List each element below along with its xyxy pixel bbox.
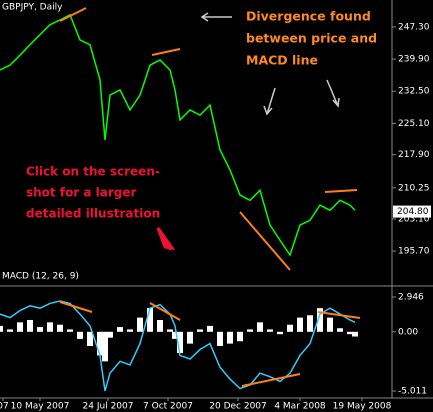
- histogram-bar: [172, 331, 178, 339]
- histogram-bar: [297, 317, 303, 332]
- histogram-bar: [257, 322, 263, 332]
- y-tick-label: 232.50: [398, 87, 430, 97]
- y-tick-label: 195.70: [398, 247, 430, 257]
- y-tick-label: -5.011: [398, 387, 427, 397]
- histogram-bar: [157, 319, 163, 332]
- y-tick-label: 217.90: [398, 150, 430, 160]
- histogram-bar: [97, 331, 103, 356]
- annotation: Click on the screen-: [26, 165, 160, 179]
- histogram-bar: [87, 331, 93, 346]
- histogram-bar: [227, 331, 233, 344]
- histogram-bar: [307, 315, 313, 332]
- x-tick-label: 20 Dec 2007: [209, 402, 267, 412]
- arrows: [200, 12, 340, 116]
- annotation: shot for a larger: [26, 186, 137, 200]
- cursor-icon: [156, 227, 176, 251]
- histogram-bar: [117, 327, 123, 332]
- annotation: Divergence found: [246, 9, 371, 24]
- chart-title: GBPJPY, Daily: [2, 3, 63, 13]
- histogram-bar: [347, 331, 353, 335]
- divergence-lines: [59, 7, 361, 387]
- y-tick-label: 210.25: [398, 183, 430, 193]
- histogram-bar: [287, 324, 293, 332]
- annotation: between price and: [246, 31, 377, 46]
- histogram-bar: [247, 329, 253, 332]
- histogram-bar: [277, 331, 283, 335]
- x-tick-label: 10 May 2007: [11, 402, 70, 412]
- histogram-bar: [17, 322, 23, 332]
- last-price-box: [393, 205, 431, 218]
- histogram-bar: [77, 331, 83, 339]
- histogram-bar: [177, 331, 183, 354]
- histogram-bar: [107, 331, 113, 338]
- histogram-bar: [167, 329, 173, 332]
- histogram-bar: [67, 329, 73, 332]
- x-tick-label: 19 May 2008: [333, 402, 392, 412]
- histogram-bar: [37, 327, 43, 332]
- histogram-bar: [237, 331, 243, 342]
- histogram-bar: [327, 317, 333, 332]
- histogram-bar: [57, 324, 63, 332]
- histogram-bar: [7, 329, 13, 332]
- histogram-bar: [352, 331, 358, 337]
- x-tick-label: 4 Mar 2008: [274, 402, 326, 412]
- y-tick-label: 247.30: [398, 22, 430, 32]
- y-tick-label: 239.90: [398, 55, 430, 65]
- histogram-bar: [197, 329, 203, 332]
- annotation: MACD line: [246, 53, 318, 68]
- histogram-bar: [127, 329, 133, 332]
- y-tick-label: 2.946: [398, 292, 424, 302]
- annotation: detailed illustration: [26, 207, 160, 221]
- series-line: [0, 300, 356, 392]
- histogram-bar: [187, 331, 193, 344]
- y-tick-label: 225.10: [398, 119, 430, 129]
- histogram-bar: [0, 325, 3, 332]
- last-price-label: 204.80: [397, 207, 429, 217]
- histogram-bar: [102, 331, 108, 362]
- macd-title: MACD (12, 26, 9): [2, 272, 79, 282]
- x-tick-label: 07: [0, 402, 9, 412]
- histogram-bar: [137, 317, 143, 332]
- histogram-bar: [27, 319, 33, 332]
- x-tick-label: 24 Jul 2007: [83, 402, 134, 412]
- histogram-bar: [217, 331, 223, 346]
- histogram-bar: [337, 328, 343, 332]
- histogram-bar: [47, 322, 53, 332]
- x-tick-label: 7 Oct 2007: [143, 402, 193, 412]
- histogram-bar: [267, 329, 273, 332]
- histogram-bar: [207, 325, 213, 332]
- y-tick-label: 203.10: [398, 214, 430, 224]
- y-tick-label: 0.00: [398, 327, 418, 337]
- histogram-bar: [147, 308, 153, 332]
- histogram-bar: [317, 308, 323, 332]
